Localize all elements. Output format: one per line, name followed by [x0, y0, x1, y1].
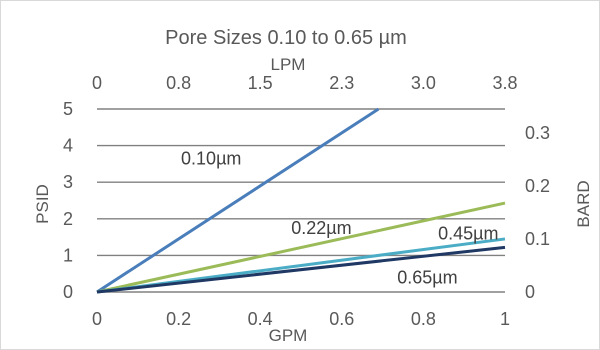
x-tick-label: 1	[500, 309, 510, 329]
series-annotation: 0.22µm	[291, 218, 351, 238]
y2-tick-label: 0	[525, 282, 535, 302]
series-lines	[96, 107, 506, 294]
x2-tick-label: 0.8	[166, 73, 191, 93]
series-annotation: 0.65µm	[397, 267, 457, 287]
y2-tick-label: 0.1	[525, 229, 550, 249]
y-tick-label: 2	[63, 209, 73, 229]
y-tick-label: 0	[63, 282, 73, 302]
y-tick-label: 3	[63, 172, 73, 192]
x2-tick-label: 3.0	[411, 73, 436, 93]
series-annotation: 0.45µm	[438, 223, 498, 243]
series-annotation: 0.10µm	[181, 148, 241, 168]
x-tick-label: 0.8	[411, 309, 436, 329]
y2-tick-label: 0.2	[525, 176, 550, 196]
y-axis-label: PSID	[33, 184, 52, 224]
x2-tick-label: 2.3	[329, 73, 354, 93]
y-tick-label: 1	[63, 245, 73, 265]
x2-tick-label: 1.5	[248, 73, 273, 93]
x-axis-label: GPM	[269, 326, 308, 345]
y-tick-label: 5	[63, 99, 73, 119]
x2-tick-label: 3.8	[492, 73, 517, 93]
x-tick-label: 0.6	[329, 309, 354, 329]
series-line	[96, 245, 506, 294]
series-line	[96, 201, 506, 294]
x-tick-label: 0.4	[248, 309, 273, 329]
x-tick-label: 0	[92, 309, 102, 329]
x2-axis-label: LPM	[271, 55, 306, 74]
y2-tick-label: 0.3	[525, 123, 550, 143]
series-line	[96, 107, 380, 294]
x2-tick-label: 0	[92, 73, 102, 93]
y2-axis-label: BARD	[574, 180, 593, 227]
y-tick-label: 4	[63, 136, 73, 156]
x-tick-label: 0.2	[166, 309, 191, 329]
grid	[97, 108, 505, 293]
chart-title: Pore Sizes 0.10 to 0.65 µm	[165, 27, 407, 49]
series-annotations: 0.10µm 0.22µm 0.45µm 0.65µm	[181, 148, 498, 287]
